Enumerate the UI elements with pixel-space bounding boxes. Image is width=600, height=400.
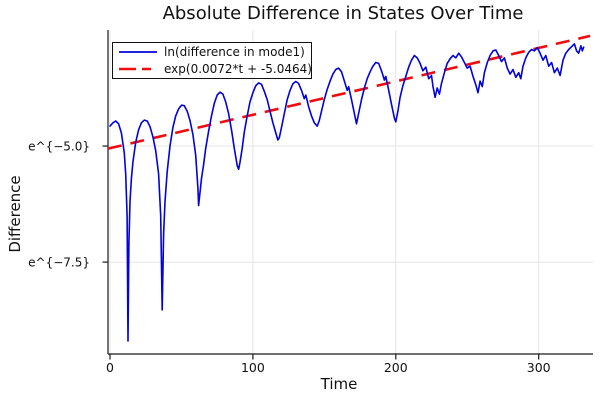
x-tick-label: 200 <box>384 360 408 375</box>
legend: ln(difference in mode1) exp(0.0072*t + -… <box>112 42 312 79</box>
x-tick-label: 0 <box>106 360 114 375</box>
legend-item-series1: ln(difference in mode1) <box>113 44 311 61</box>
x-tick-label: 300 <box>527 360 551 375</box>
legend-label-series2: exp(0.0072*t + -5.0464) <box>164 61 312 76</box>
x-tick-label: 100 <box>241 360 265 375</box>
data-series-line <box>109 43 585 342</box>
chart-title: Absolute Difference in States Over Time <box>162 3 524 24</box>
y-tick-label: e^{−5.0} <box>28 140 90 154</box>
blue-line-sample-icon <box>119 51 157 53</box>
x-axis-title: Time <box>320 375 358 393</box>
legend-item-series2: exp(0.0072*t + -5.0464) <box>113 61 312 78</box>
red-dashed-line-sample-icon <box>119 67 157 71</box>
trend-line <box>107 34 591 150</box>
y-tick-label: e^{−7.5} <box>28 256 90 270</box>
legend-label-series1: ln(difference in mode1) <box>164 44 305 59</box>
